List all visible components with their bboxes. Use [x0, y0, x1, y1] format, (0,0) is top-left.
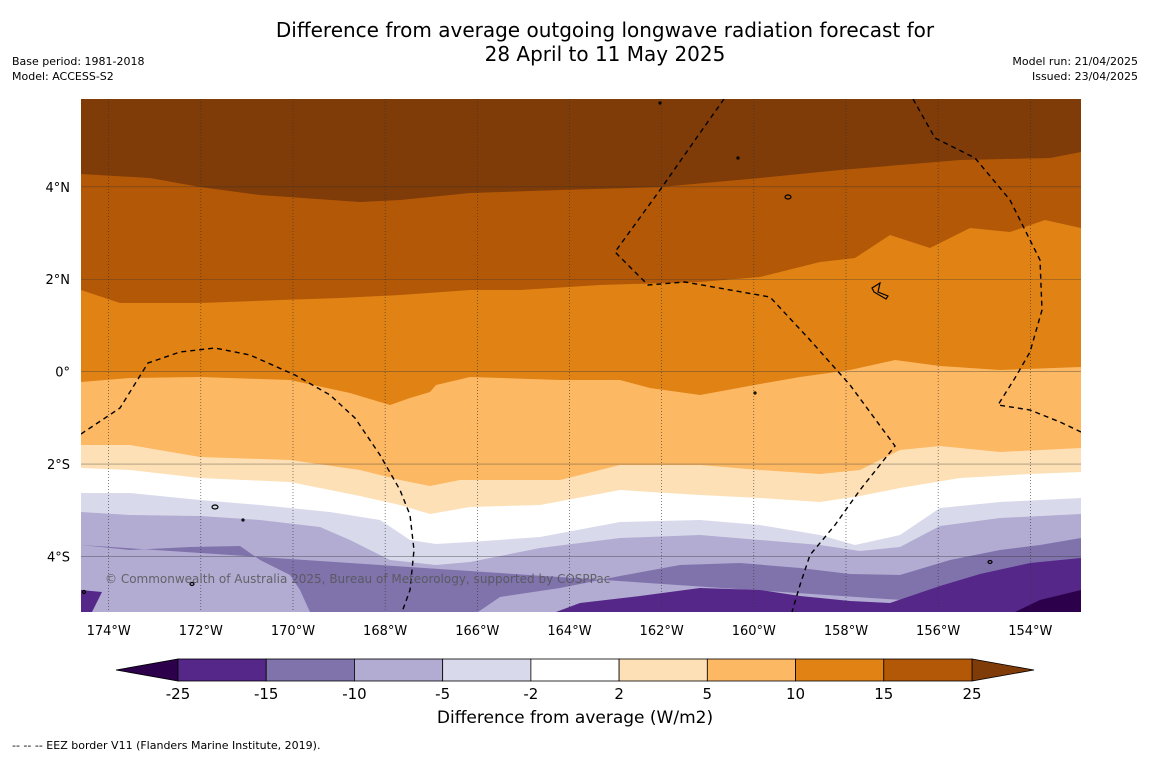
colorbar-tick-label: 15	[874, 685, 893, 703]
band-neg25-neg15	[81, 558, 1081, 612]
colorbar-swatch	[354, 658, 444, 682]
latitude-labels: 4°N 2°N 0° 2°S 4°S	[46, 181, 71, 566]
meta-right: Model run: 21/04/2025 Issued: 23/04/2025	[1012, 54, 1138, 84]
colorbar-swatch	[530, 658, 620, 682]
band-lt25	[1015, 590, 1081, 612]
lat-tick-label: 2°N	[46, 273, 71, 288]
meta-left: Base period: 1981-2018 Model: ACCESS-S2	[12, 54, 144, 84]
colorbar-tick-label: -25	[166, 685, 191, 703]
colorbar-swatch	[795, 658, 885, 682]
colorbar-under-arrow	[115, 658, 179, 682]
model-text: Model: ACCESS-S2	[12, 70, 114, 83]
colorbar-tick-label: 2	[614, 685, 624, 703]
colorbar-swatch	[177, 658, 267, 682]
colorbar-over-arrow	[971, 658, 1035, 682]
colorbar-tick-label: -15	[254, 685, 279, 703]
contour-fill-layer: © Commonwealth of Australia 2025, Bureau…	[81, 99, 1081, 612]
lon-tick-label: 172°W	[179, 624, 223, 639]
island-outlines	[81, 101, 993, 595]
lon-tick-label: 158°W	[824, 624, 868, 639]
lon-tick-label: 166°W	[455, 624, 499, 639]
lon-tick-label: 154°W	[1008, 624, 1052, 639]
colorbar-swatch	[265, 658, 355, 682]
graticule	[81, 99, 1081, 612]
issued-text: Issued: 23/04/2025	[1031, 70, 1138, 83]
longitude-labels: 174°W 172°W 170°W 168°W 166°W 164°W 162°W 160°W…	[87, 624, 1053, 639]
colorbar-tick-label: -5	[435, 685, 450, 703]
lat-tick-label: 2°S	[47, 458, 70, 473]
colorbar-tick-label: 5	[703, 685, 713, 703]
lon-tick-label: 160°W	[732, 624, 776, 639]
lon-tick-label: 168°W	[363, 624, 407, 639]
lat-tick-label: 4°S	[47, 551, 70, 566]
band-neg15-neg10	[81, 538, 1081, 612]
eez-border-dashed	[81, 99, 1081, 612]
colorbar-tick-label: -2	[523, 685, 538, 703]
colorbar-tick-label: 10	[786, 685, 805, 703]
colorbar-swatch	[706, 658, 796, 682]
footnote: -- -- -- EEZ border V11 (Flanders Marine…	[12, 739, 321, 752]
lon-tick-label: 174°W	[87, 624, 131, 639]
colorbar-swatch	[883, 658, 973, 682]
colorbar-tick-label: 25	[962, 685, 981, 703]
lon-tick-label: 170°W	[271, 624, 315, 639]
chart-title: Difference from average outgoing longwav…	[275, 18, 935, 66]
colorbar-tick-label: -10	[342, 685, 367, 703]
lat-tick-label: 4°N	[46, 181, 71, 196]
colorbar: -25 -15 -10 -5 -2 2 5 10 15 25	[115, 658, 1035, 703]
colorbar-swatch	[618, 658, 708, 682]
base-period-text: Base period: 1981-2018	[12, 55, 145, 68]
lon-tick-label: 164°W	[547, 624, 591, 639]
colorbar-label: Difference from average (W/m2)	[436, 708, 714, 728]
lon-tick-label: 162°W	[640, 624, 684, 639]
colorbar-swatch	[442, 658, 532, 682]
lat-tick-label: 0°	[55, 366, 70, 381]
model-run-text: Model run: 21/04/2025	[1012, 55, 1138, 68]
lon-tick-label: 156°W	[916, 624, 960, 639]
copyright-watermark: © Commonwealth of Australia 2025, Bureau…	[105, 572, 610, 586]
